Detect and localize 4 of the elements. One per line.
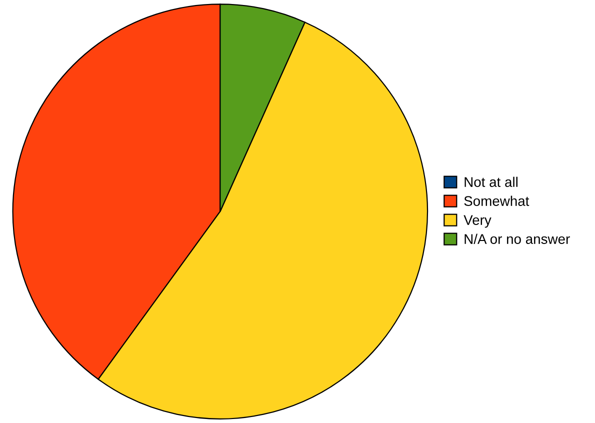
legend-label: Somewhat <box>464 196 530 206</box>
legend-label: Very <box>464 215 492 228</box>
legend-label: Not at all <box>464 176 518 187</box>
legend-label: N/A or no answer <box>464 234 570 244</box>
